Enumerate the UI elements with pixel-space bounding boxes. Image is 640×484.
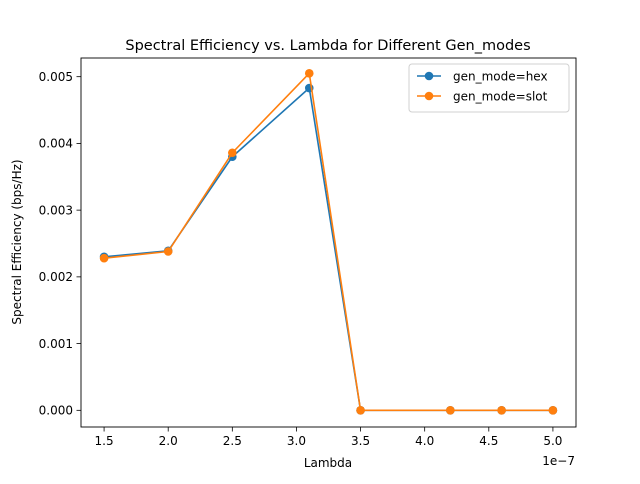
series-1-point <box>446 406 455 415</box>
legend: gen_mode=hex gen_mode=slot <box>408 63 570 113</box>
x-axis-offset-label: 1e−7 <box>542 454 575 468</box>
y-tick-label: 0.003 <box>39 203 73 217</box>
y-tick-label: 0.004 <box>39 137 73 151</box>
y-axis-label: Spectral Efficiency (bps/Hz) <box>10 159 24 324</box>
series-1-point <box>497 406 506 415</box>
x-tick-label: 1.5 <box>95 434 114 448</box>
series-line-1 <box>104 72 553 412</box>
x-axis-label: Lambda <box>304 456 352 470</box>
x-tick-label: 5.0 <box>543 434 562 448</box>
y-tick-label: 0.001 <box>39 337 73 351</box>
x-tick-label: 3.0 <box>287 434 306 448</box>
y-tick-label: 0.002 <box>39 270 73 284</box>
legend-marker-1 <box>424 91 434 101</box>
chart-title: Spectral Efficiency vs. Lambda for Diffe… <box>125 38 530 54</box>
series-1-point <box>304 69 314 78</box>
legend-label-0: gen_mode=hex <box>453 69 548 83</box>
legend-box <box>408 63 570 113</box>
y-tick-label: 0.005 <box>39 70 73 84</box>
legend-marker-0 <box>424 71 434 81</box>
x-tick-label: 4.0 <box>415 434 434 448</box>
series-1-point <box>163 247 173 256</box>
series-1-point <box>99 253 109 263</box>
plot-frame <box>80 57 577 428</box>
x-tick-label: 2.5 <box>223 434 242 448</box>
series-1-point <box>228 148 237 158</box>
x-tick-label: 4.5 <box>479 434 498 448</box>
series-1-point <box>356 406 365 415</box>
series-layer <box>99 69 558 415</box>
y-tick-label: 0.000 <box>39 404 73 418</box>
x-tick-label: 2.0 <box>159 434 178 448</box>
x-axis: 1.5 2.0 2.5 3.0 3.5 4.0 4.5 5.0 <box>95 427 562 448</box>
series-1-point <box>548 406 558 415</box>
y-axis: 0.000 0.001 0.002 0.003 0.004 0.005 <box>39 70 81 418</box>
x-tick-label: 3.5 <box>351 434 370 448</box>
legend-label-1: gen_mode=slot <box>453 89 548 103</box>
